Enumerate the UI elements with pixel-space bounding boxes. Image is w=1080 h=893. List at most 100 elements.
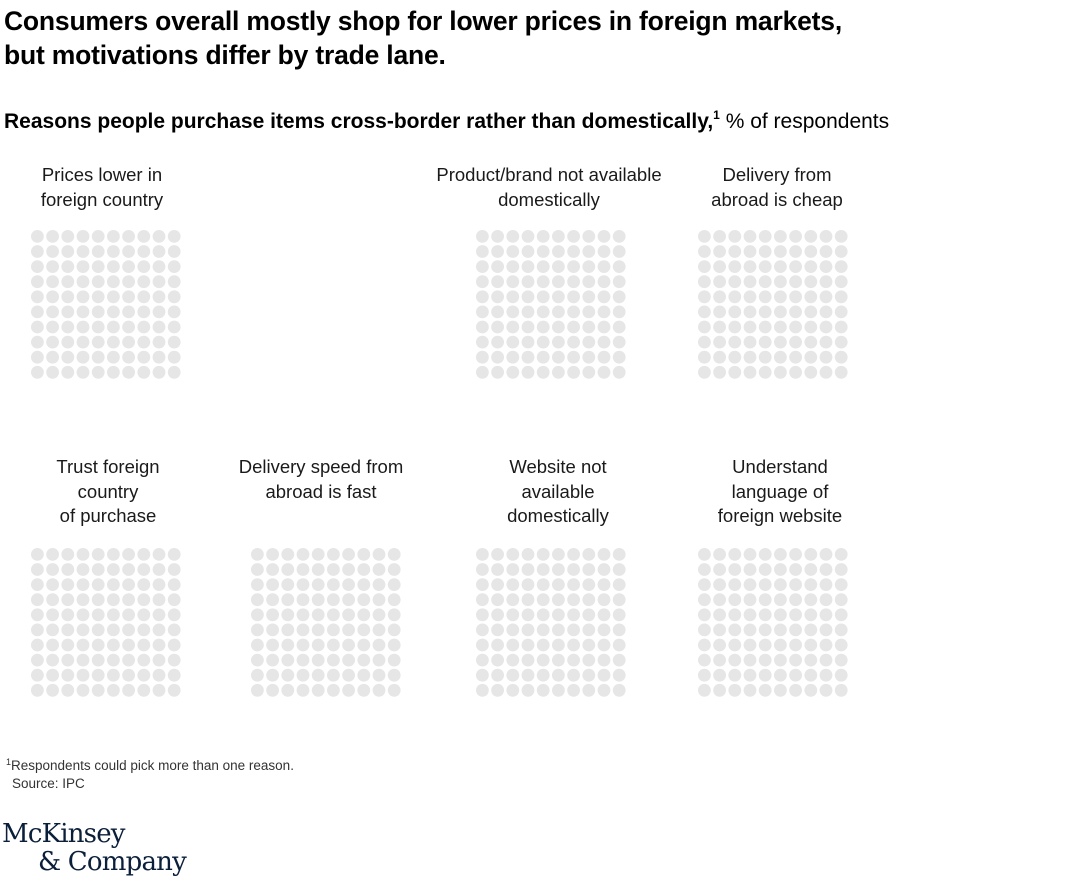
waffle-dot: [76, 563, 90, 576]
waffle-dot: [167, 260, 181, 273]
waffle-dot: [137, 578, 151, 591]
waffle-dot: [834, 275, 848, 289]
waffle-dot: [122, 548, 135, 561]
waffle-dot: [91, 683, 105, 697]
mckinsey-logo: McKinsey & Company: [2, 820, 187, 876]
waffle-dot: [834, 365, 848, 379]
waffle-dot: [713, 260, 726, 273]
waffle-dot: [804, 608, 818, 622]
waffle-dot: [357, 593, 371, 607]
waffle-dot: [536, 275, 550, 289]
waffle-dot: [506, 335, 520, 349]
waffle-dot: [76, 275, 90, 289]
waffle-dot: [536, 320, 550, 334]
waffle-dot: [31, 548, 44, 561]
waffle-dot: [804, 350, 818, 364]
waffle-dot: [728, 623, 742, 637]
waffle-dot: [167, 245, 181, 258]
waffle-dot: [311, 548, 325, 561]
waffle-dot: [266, 593, 279, 607]
waffle-dot: [107, 365, 120, 379]
waffle-dot: [834, 653, 848, 667]
waffle-dot: [152, 578, 166, 591]
waffle-dot: [357, 668, 371, 682]
waffle-dot: [834, 668, 848, 682]
waffle-dot: [152, 563, 166, 576]
waffle-dot: [804, 638, 818, 652]
waffle-dot: [137, 320, 151, 334]
waffle-dot: [804, 245, 818, 258]
label-line: of purchase: [59, 505, 157, 526]
waffle-dot: [536, 578, 550, 591]
waffle-dot: [342, 578, 355, 591]
label-line: Prices lower in: [41, 164, 163, 185]
waffle-dot: [491, 365, 504, 379]
waffle-dot: [372, 638, 386, 652]
waffle-dot: [804, 578, 818, 591]
waffle-dot: [342, 623, 355, 637]
waffle-dot: [296, 593, 310, 607]
waffle-dot: [342, 548, 355, 561]
waffle-dot: [476, 548, 489, 561]
waffle-dot: [372, 653, 386, 667]
waffle-dot: [713, 245, 726, 258]
waffle-dot: [789, 335, 802, 349]
waffle-dot: [251, 638, 264, 652]
waffle-dot: [536, 260, 550, 273]
waffle-dot: [167, 638, 181, 652]
waffle-dot: [61, 335, 75, 349]
waffle-dot: [536, 365, 550, 379]
waffle-dot: [387, 623, 401, 637]
waffle-dot: [61, 290, 75, 304]
label-line: available: [521, 480, 595, 502]
waffle-dot: [31, 305, 44, 319]
waffle-dot: [107, 305, 120, 319]
waffle-dot: [357, 653, 371, 667]
waffle-dot: [152, 305, 166, 319]
waffle-dot: [281, 623, 295, 637]
waffle-dot: [137, 230, 151, 243]
waffle-dot: [91, 593, 105, 607]
waffle-dot: [506, 260, 520, 273]
waffle-dot: [137, 653, 151, 667]
waffle-dot: [61, 245, 75, 258]
waffle-dot: [582, 335, 596, 349]
waffle-dot: [491, 593, 504, 607]
waffle-dot: [357, 563, 371, 576]
waffle-dot: [713, 305, 726, 319]
waffle-dot: [804, 548, 818, 561]
waffle-dot: [521, 623, 535, 637]
waffle-dot: [91, 548, 105, 561]
waffle-dot: [521, 275, 535, 289]
waffle-dot: [107, 653, 120, 667]
waffle-dot: [819, 638, 833, 652]
waffle-dot: [597, 563, 611, 576]
waffle-dot: [122, 320, 135, 334]
waffle-dot: [582, 260, 596, 273]
waffle-dot: [91, 290, 105, 304]
waffle-dot: [552, 365, 565, 379]
waffle-dot: [152, 275, 166, 289]
waffle-dot: [728, 548, 742, 561]
waffle-dot: [774, 335, 787, 349]
waffle-dot: [91, 638, 105, 652]
waffle-dot: [311, 668, 325, 682]
waffle-dot: [774, 683, 787, 697]
waffle-dot: [61, 638, 75, 652]
waffle-dot: [597, 275, 611, 289]
waffle-dot: [597, 668, 611, 682]
waffle-dot: [76, 230, 90, 243]
waffle-dot: [91, 365, 105, 379]
waffle-dot: [536, 653, 550, 667]
waffle-dot: [597, 593, 611, 607]
waffle-dot: [167, 608, 181, 622]
waffle-dot: [266, 563, 279, 576]
waffle-dot: [582, 548, 596, 561]
waffle-dot: [582, 350, 596, 364]
waffle-dot: [536, 245, 550, 258]
waffle-dot: [281, 683, 295, 697]
waffle-dot: [476, 653, 489, 667]
waffle-dot: [834, 563, 848, 576]
waffle-dot: [76, 350, 90, 364]
waffle-dot: [804, 260, 818, 273]
